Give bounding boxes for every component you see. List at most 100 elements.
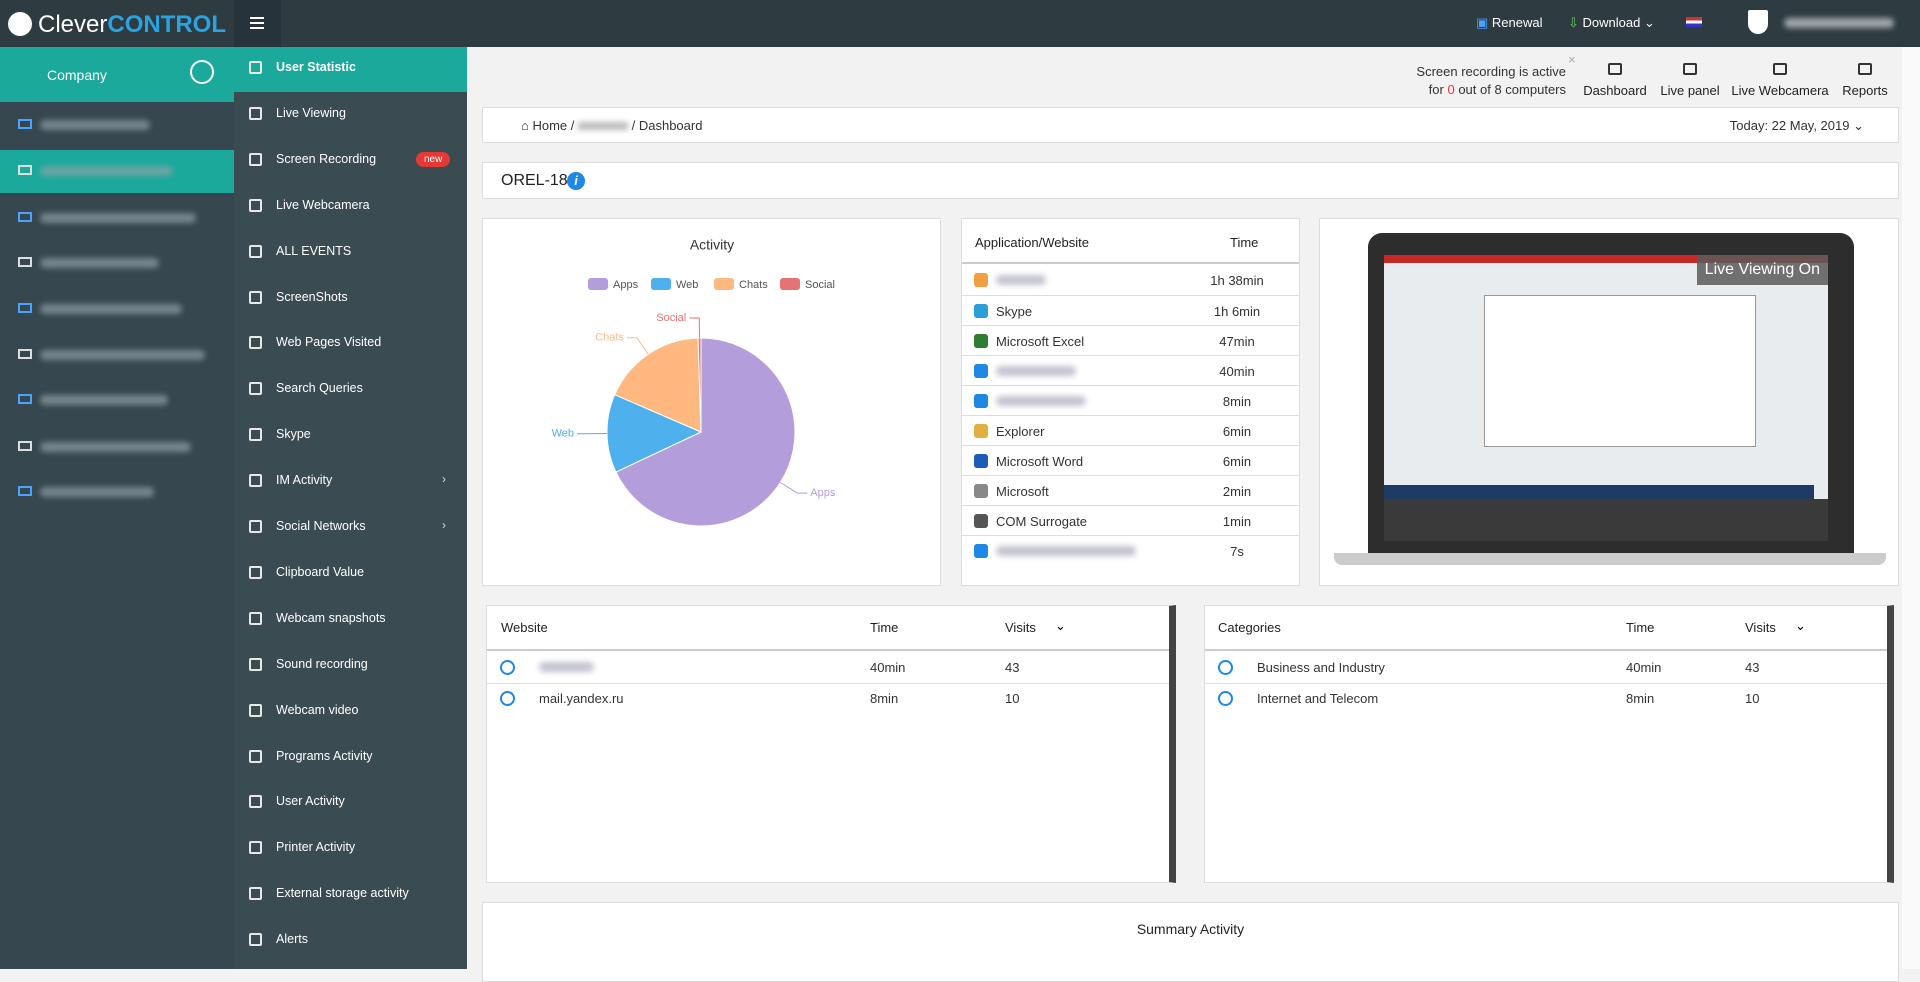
scrollbar <box>1902 47 1920 969</box>
info-icon[interactable]: i <box>567 172 585 190</box>
menu-item[interactable]: Webcam snapshots <box>276 611 386 625</box>
row-visits: 43 <box>1745 660 1759 675</box>
computer-icon[interactable] <box>18 394 32 404</box>
menu-toggle[interactable] <box>234 0 281 47</box>
menu-item[interactable]: Screen Recording <box>276 152 376 166</box>
app-icon <box>974 424 988 438</box>
menu-item[interactable]: ScreenShots <box>276 290 348 304</box>
sort-arrow[interactable]: ⌄ <box>1795 618 1806 634</box>
computer-icon[interactable] <box>18 165 32 175</box>
table-header: Time <box>1626 620 1654 635</box>
menu-item[interactable]: Webcam video <box>276 703 358 717</box>
menu-item[interactable]: Clipboard Value <box>276 565 364 579</box>
menu-item[interactable]: Web Pages Visited <box>276 335 381 349</box>
computer-icon[interactable] <box>18 303 32 313</box>
menu-item[interactable]: Search Queries <box>276 381 363 395</box>
computer-name-blurred[interactable] <box>40 120 150 130</box>
menu-icon <box>249 841 262 854</box>
computer-name-blurred[interactable] <box>40 213 196 223</box>
computer-name-blurred[interactable] <box>40 442 191 452</box>
submenu-arrow[interactable]: › <box>442 472 446 486</box>
app-icon <box>974 304 988 318</box>
computer-icon[interactable] <box>18 441 32 451</box>
menu-item[interactable]: Skype <box>276 427 311 441</box>
computer-icon[interactable] <box>18 119 32 129</box>
menu-item[interactable]: User Activity <box>276 794 345 808</box>
breadcrumb-bar: ⌂ Home / / Dashboard Today: 22 May, 2019… <box>482 107 1899 143</box>
toolbar-item[interactable]: Reports <box>1805 83 1920 98</box>
row-time: 8min <box>870 691 898 706</box>
row-icon <box>500 691 515 706</box>
close-status[interactable]: × <box>1568 52 1576 67</box>
menu-item[interactable]: Social Networks <box>276 519 366 533</box>
breadcrumb-current: Dashboard <box>639 118 703 133</box>
computer-icon[interactable] <box>18 257 32 267</box>
app-icon <box>974 544 988 558</box>
submenu-arrow[interactable]: › <box>442 518 446 532</box>
menu-item[interactable]: External storage activity <box>276 886 409 900</box>
menu-item[interactable]: User Statistic <box>276 60 356 74</box>
computer-name: OREL-18 <box>501 172 568 190</box>
legend-swatch <box>588 278 608 290</box>
pie-label: Web <box>552 428 574 440</box>
table-row: Business and Industry 40min 43 <box>1205 653 1887 683</box>
summary-card: Summary Activity <box>482 902 1899 982</box>
app-time: 1min <box>1182 514 1292 529</box>
live-viewing-label: Live Viewing On <box>1697 255 1828 285</box>
app-time: 6min <box>1182 424 1292 439</box>
menu-icon <box>249 245 262 258</box>
pie-label-line <box>627 338 648 355</box>
menu-item[interactable]: ALL EVENTS <box>276 244 351 258</box>
toolbar-icon[interactable] <box>1773 63 1787 75</box>
breadcrumb: ⌂ Home / / Dashboard <box>521 118 702 133</box>
menu-item[interactable]: Live Viewing <box>276 106 346 120</box>
computer-name-blurred[interactable] <box>40 350 205 360</box>
shield-icon[interactable] <box>1748 10 1768 34</box>
menu-item[interactable]: Alerts <box>276 932 308 946</box>
table-header[interactable]: Visits <box>1745 620 1776 635</box>
app-name-blurred <box>996 275 1046 285</box>
download[interactable]: ⇩ Download ⌄ <box>1568 15 1655 31</box>
menu-item[interactable]: Live Webcamera <box>276 198 370 212</box>
breadcrumb-home[interactable]: Home <box>532 118 567 133</box>
menu-icon <box>249 61 262 74</box>
app-time: 1h 38min <box>1182 273 1292 288</box>
menu-item[interactable]: Printer Activity <box>276 840 355 854</box>
language-flag[interactable] <box>1686 17 1702 27</box>
menu-item[interactable]: IM Activity <box>276 473 332 487</box>
logo-clever: Clever <box>38 11 107 38</box>
menu-item[interactable]: Sound recording <box>276 657 368 671</box>
logo[interactable]: CleverCONTROL <box>38 11 226 39</box>
row-name[interactable]: mail.yandex.ru <box>539 691 624 706</box>
sort-arrow[interactable]: ⌄ <box>1055 618 1066 634</box>
menu-item[interactable]: Programs Activity <box>276 749 373 763</box>
legend-label: Chats <box>739 279 768 291</box>
computer-name-blurred[interactable] <box>40 304 182 314</box>
computer-name-blurred[interactable] <box>40 258 159 268</box>
toolbar-icon[interactable] <box>1608 63 1622 75</box>
computer-icon[interactable] <box>18 349 32 359</box>
row-visits: 10 <box>1005 691 1019 706</box>
table-header[interactable]: Visits <box>1005 620 1036 635</box>
computer-icon[interactable] <box>18 212 32 222</box>
company-row[interactable]: Company <box>0 47 234 102</box>
company-label: Company <box>47 67 107 83</box>
computer-name-blurred[interactable] <box>40 395 168 405</box>
row-time: 40min <box>1626 660 1661 675</box>
toolbar-icon[interactable] <box>1858 63 1872 75</box>
row-name[interactable]: Business and Industry <box>1257 660 1385 675</box>
computer-icon[interactable] <box>18 486 32 496</box>
row-name[interactable]: Internet and Telecom <box>1257 691 1378 706</box>
renewal[interactable]: ▣ Renewal <box>1476 15 1543 31</box>
date-picker[interactable]: Today: 22 May, 2019 ⌄ <box>1730 118 1864 134</box>
search-icon[interactable] <box>190 60 214 84</box>
status-prefix: for <box>1429 82 1444 97</box>
computer-name-blurred[interactable] <box>40 487 154 497</box>
menu-badge: new <box>416 152 450 167</box>
computer-name-blurred[interactable] <box>40 166 173 176</box>
download-text: Download <box>1583 15 1641 30</box>
toolbar-icon[interactable] <box>1683 63 1697 75</box>
